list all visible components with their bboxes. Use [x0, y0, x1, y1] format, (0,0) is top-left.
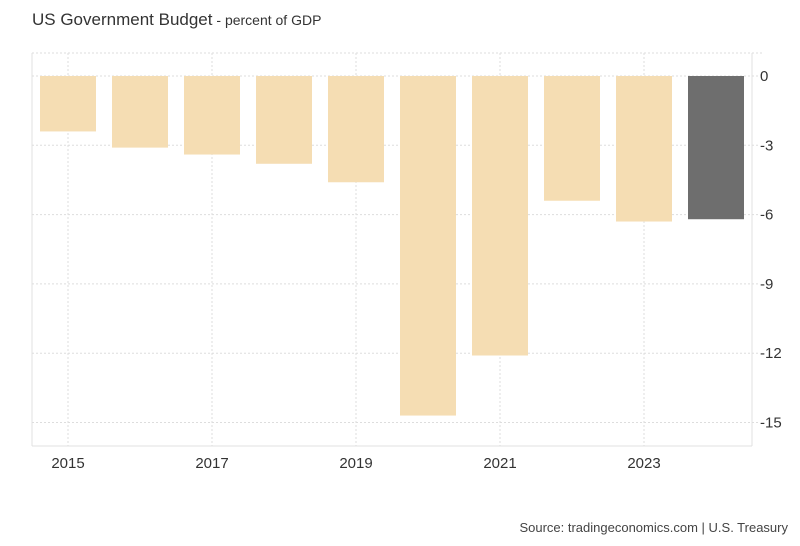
bar-2015: [40, 76, 96, 132]
bar-2023: [616, 76, 672, 222]
x-tick-label: 2023: [627, 455, 660, 472]
axes: [31, 53, 753, 447]
y-tick-label: -3: [760, 137, 773, 154]
y-tick-label: -15: [760, 415, 782, 432]
bar-2021: [472, 76, 528, 356]
bar-2019: [328, 76, 384, 183]
y-tick-labels: 0 -3 -6 -9 -12 -15: [760, 68, 782, 432]
y-tick-label: -12: [760, 345, 782, 362]
bar-2017: [184, 76, 240, 155]
bar-2024: [688, 76, 744, 220]
chart-subtitle: - percent of GDP: [212, 12, 322, 28]
chart-subtitle-text: percent of GDP: [224, 12, 322, 28]
y-tick-label: -6: [760, 207, 773, 224]
y-tick-label: 0: [760, 68, 768, 85]
chart-title-main: US Government Budget: [32, 10, 213, 29]
source-note: Source: tradingeconomics.com | U.S. Trea…: [519, 520, 788, 535]
x-tick-label: 2019: [339, 455, 372, 472]
x-tick-labels: 2015 2017 2019 2021 2023: [51, 455, 660, 472]
x-tick-label: 2017: [195, 455, 228, 472]
bar-2020: [400, 76, 456, 416]
bar-2022: [544, 76, 600, 201]
chart-title: US Government Budget - percent of GDP: [32, 10, 321, 30]
bar-2018: [256, 76, 312, 164]
x-tick-label: 2021: [483, 455, 516, 472]
bars: [40, 76, 744, 416]
x-tick-label: 2015: [51, 455, 84, 472]
bar-2016: [112, 76, 168, 148]
y-tick-label: -9: [760, 276, 773, 293]
